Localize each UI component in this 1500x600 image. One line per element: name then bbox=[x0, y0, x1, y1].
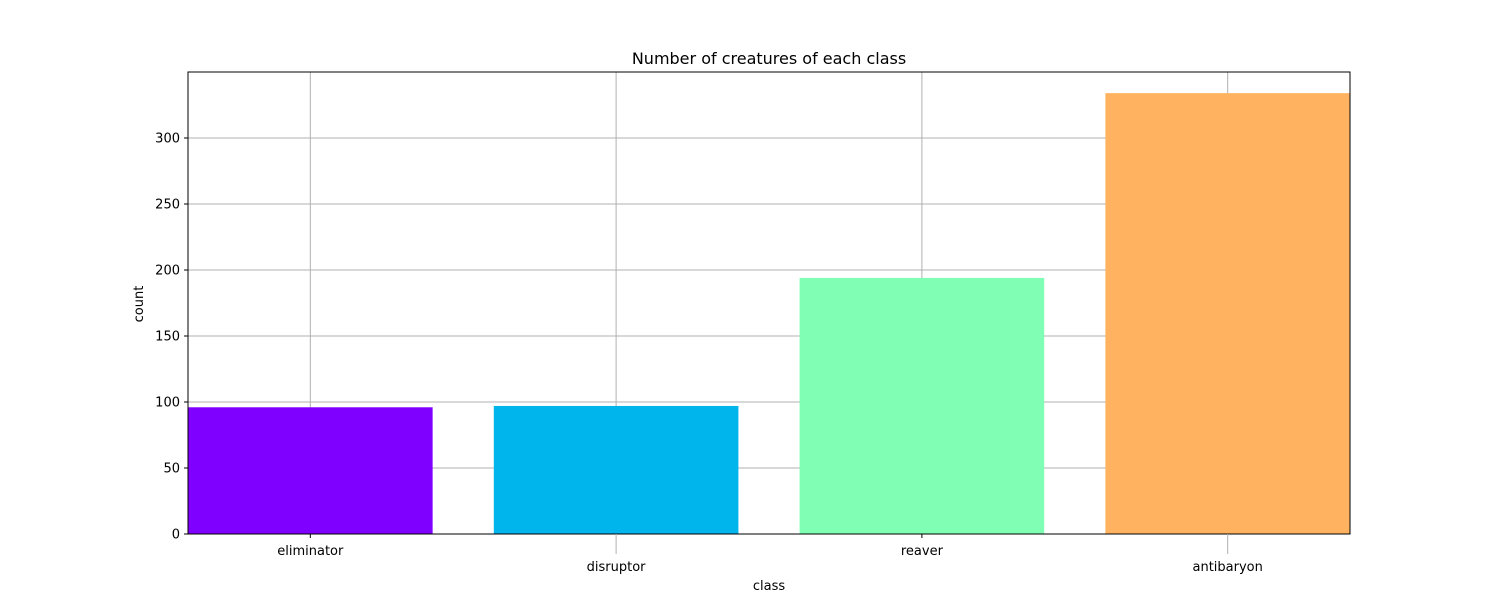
chart-title: Number of creatures of each class bbox=[632, 49, 906, 68]
x-axis-ticks: eliminator disruptor reaver antibaryon bbox=[277, 534, 1263, 575]
y-tick-label: 50 bbox=[163, 462, 180, 477]
bar-antibaryon bbox=[1105, 93, 1350, 535]
bars bbox=[188, 93, 1350, 535]
y-axis-label: count bbox=[132, 286, 147, 323]
x-tick-label: eliminator bbox=[277, 544, 344, 559]
x-tick-label: antibaryon bbox=[1192, 560, 1262, 575]
y-tick-label: 100 bbox=[155, 396, 180, 411]
y-tick-label: 0 bbox=[172, 528, 180, 543]
y-tick-label: 300 bbox=[155, 132, 180, 147]
x-tick-label: disruptor bbox=[587, 560, 647, 575]
y-axis-ticks: 0 50 100 150 200 250 300 bbox=[155, 132, 188, 543]
plot-frame bbox=[187, 71, 1351, 535]
bar-reaver bbox=[799, 277, 1045, 534]
bar-disruptor bbox=[493, 405, 739, 534]
x-tick-label: reaver bbox=[901, 544, 944, 559]
bar-eliminator bbox=[188, 407, 433, 534]
x-axis-label: class bbox=[753, 579, 785, 594]
y-tick-label: 250 bbox=[155, 198, 180, 213]
y-tick-label: 150 bbox=[155, 330, 180, 345]
y-tick-label: 200 bbox=[155, 264, 180, 279]
